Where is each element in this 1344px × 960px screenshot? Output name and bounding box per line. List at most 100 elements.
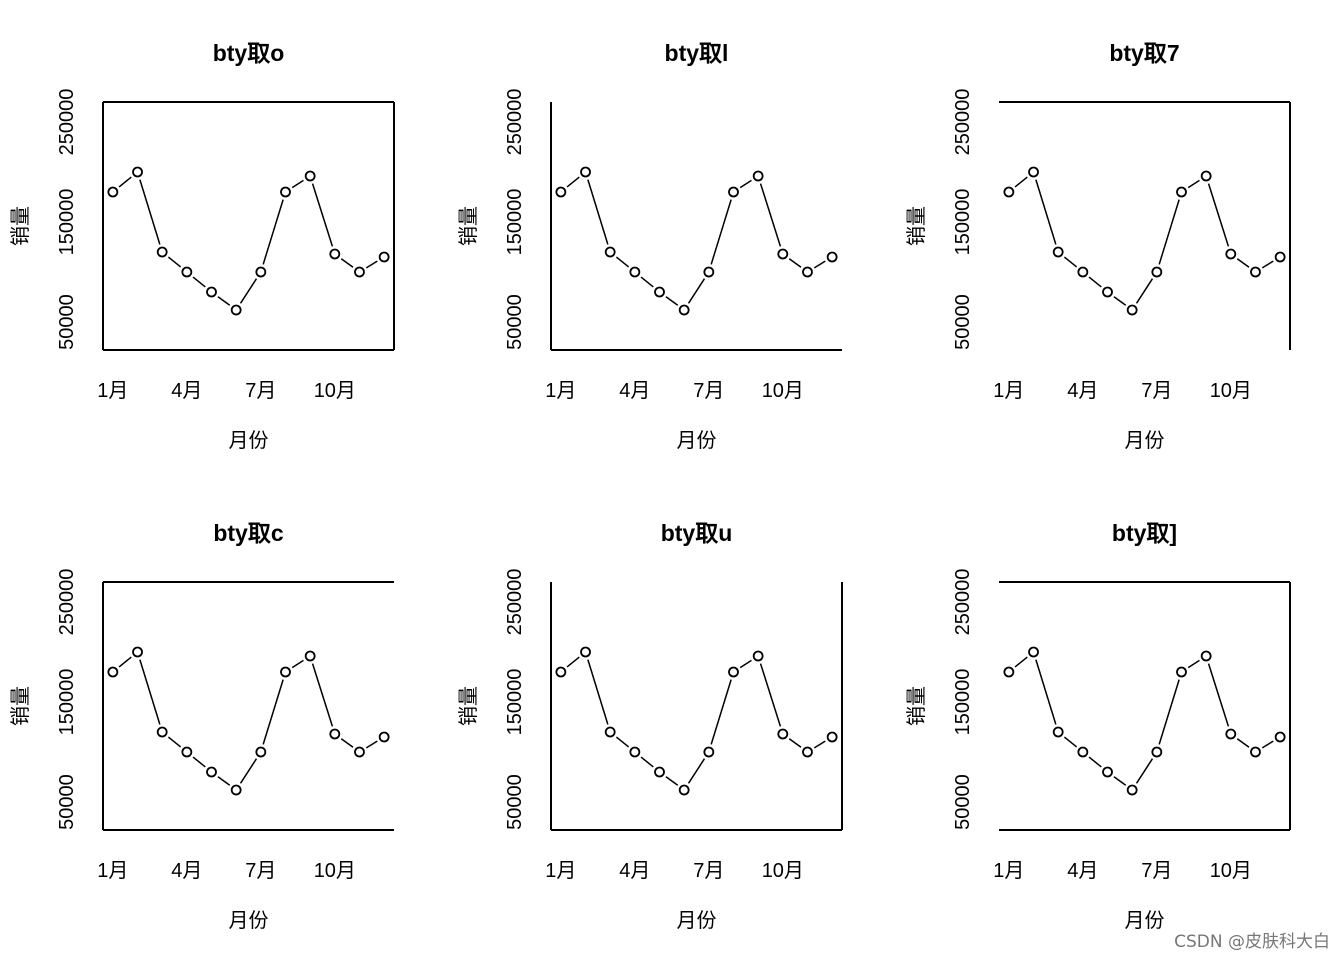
series-line-segment xyxy=(217,296,231,306)
series-line-segment xyxy=(1236,258,1250,268)
series-line-segment xyxy=(566,176,580,188)
data-point xyxy=(555,666,567,678)
series-line-segment xyxy=(340,258,354,268)
series-line-segment xyxy=(1014,656,1028,668)
chart-title: bty取7 xyxy=(1109,40,1179,66)
data-point xyxy=(206,766,217,778)
y-tick-label: 50000 xyxy=(504,774,526,830)
x-tick-label: 7月 xyxy=(245,380,276,402)
series-line-segment xyxy=(665,776,679,786)
data-point xyxy=(580,646,591,658)
data-point xyxy=(1176,186,1187,198)
y-tick-label: 50000 xyxy=(952,774,974,830)
x-tick-label: 10月 xyxy=(762,380,804,402)
chart-panel-5: bty取u 1月 4月 7月 10月 50000 150000 250000 月份 销量 xyxy=(456,520,843,932)
series-line-segment xyxy=(340,738,354,748)
data-point xyxy=(255,746,267,758)
series-line-segment xyxy=(239,758,258,784)
y-tick-label: 250000 xyxy=(504,569,526,636)
data-point xyxy=(255,266,267,278)
data-point xyxy=(1077,746,1089,758)
data-point xyxy=(629,266,641,278)
data-point xyxy=(654,286,665,298)
data-point xyxy=(230,304,242,316)
chart-panel-1: bty取o 1月 4月 7月 10月 50000 150000 250000 月份 销量 xyxy=(8,40,395,452)
y-tick-label: 250000 xyxy=(56,569,78,636)
x-axis-label: 月份 xyxy=(677,908,717,932)
chart-title: bty取c xyxy=(213,520,284,546)
data-point xyxy=(304,650,316,662)
data-point xyxy=(703,266,715,278)
data-point xyxy=(280,186,291,198)
series-line-segment xyxy=(1207,663,1230,727)
data-point xyxy=(678,304,690,316)
series-line-segment xyxy=(813,740,826,749)
series-line-segment xyxy=(262,199,284,265)
series-line-segment xyxy=(1113,776,1127,786)
data-point xyxy=(156,726,168,738)
x-tick-label: 4月 xyxy=(619,380,650,402)
data-point xyxy=(1102,286,1113,298)
data-point xyxy=(752,650,764,662)
y-tick-label: 150000 xyxy=(56,669,78,736)
data-point xyxy=(1274,251,1286,263)
series-line-segment xyxy=(311,183,334,247)
y-axis-label: 销量 xyxy=(456,686,480,726)
data-point xyxy=(1176,666,1187,678)
chart-panel-2: bty取l 1月 4月 7月 10月 50000 150000 250000 月份 销量 xyxy=(456,40,842,452)
data-point xyxy=(1225,728,1237,740)
data-point xyxy=(132,166,143,178)
data-point xyxy=(329,728,341,740)
data-point xyxy=(1126,304,1138,316)
series-line-segment xyxy=(118,656,132,668)
series-line-segment xyxy=(192,276,206,288)
series-line-segment xyxy=(710,199,732,265)
series-line-segment xyxy=(587,659,609,725)
series-line-segment xyxy=(759,663,782,727)
series-line-segment xyxy=(1088,756,1102,768)
x-tick-label: 4月 xyxy=(171,380,202,402)
data-point xyxy=(802,746,813,758)
series-line-segment xyxy=(587,179,609,245)
y-axis-label: 销量 xyxy=(456,206,480,246)
x-tick-label: 1月 xyxy=(97,860,128,882)
data-point xyxy=(1250,746,1261,758)
series-line-segment xyxy=(291,659,304,669)
data-point xyxy=(802,266,813,278)
chart-panel-6: bty取] 1月 4月 7月 10月 50000 150000 250000 月份 销量 xyxy=(904,520,1291,932)
y-tick-label: 250000 xyxy=(504,89,526,156)
data-point xyxy=(1250,266,1261,278)
data-point xyxy=(1225,248,1237,260)
data-point xyxy=(629,746,641,758)
x-axis-label: 月份 xyxy=(1125,908,1165,932)
series-line-segment xyxy=(739,179,752,189)
series-line-segment xyxy=(640,276,654,288)
data-point xyxy=(1151,266,1163,278)
series-line-segment xyxy=(311,663,334,727)
data-point xyxy=(107,666,119,678)
series-line-segment xyxy=(759,183,782,247)
data-point xyxy=(555,186,567,198)
x-tick-label: 1月 xyxy=(97,380,128,402)
x-tick-label: 1月 xyxy=(545,380,576,402)
x-tick-label: 10月 xyxy=(762,860,804,882)
y-tick-label: 150000 xyxy=(56,189,78,256)
x-tick-label: 1月 xyxy=(545,860,576,882)
series-line-segment xyxy=(365,740,378,749)
series-line-segment xyxy=(788,258,802,268)
data-point xyxy=(1200,650,1212,662)
series-line-segment xyxy=(1187,659,1200,669)
series-line-segment xyxy=(1135,278,1154,304)
chart-title: bty取u xyxy=(661,520,733,546)
series-line-segment xyxy=(1014,176,1028,188)
series-line-segment xyxy=(739,659,752,669)
y-axis-label: 销量 xyxy=(8,206,32,246)
series-line-segment xyxy=(615,256,630,268)
series-line-segment xyxy=(291,179,304,189)
series-line-segment xyxy=(1261,740,1274,749)
series-line-segment xyxy=(1158,199,1180,265)
series-line-segment xyxy=(788,738,802,748)
x-tick-label: 7月 xyxy=(693,860,724,882)
series-line-segment xyxy=(118,176,132,188)
y-tick-label: 250000 xyxy=(56,89,78,156)
